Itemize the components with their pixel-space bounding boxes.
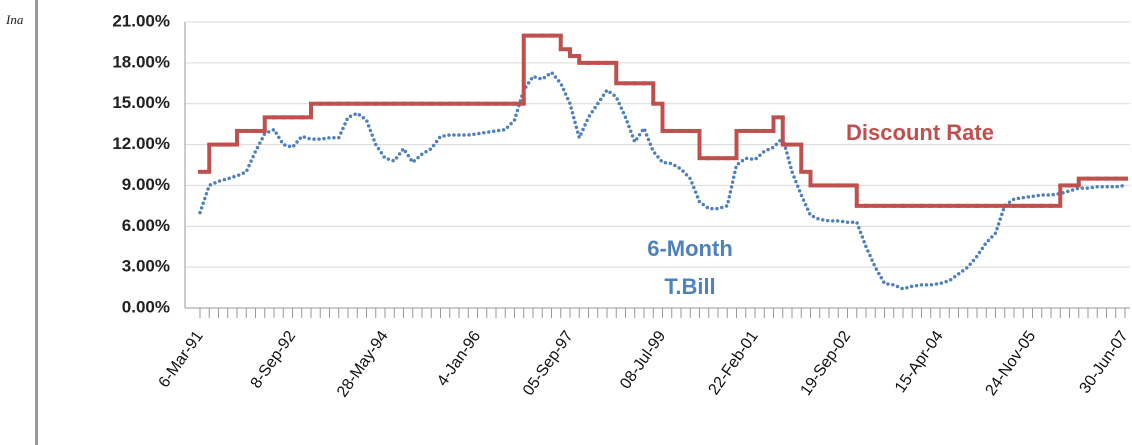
x-tick-label: 15-Apr-04 xyxy=(892,328,947,396)
x-tick-label: 28-May-94 xyxy=(334,328,392,400)
x-tick-label: 4-Jan-96 xyxy=(434,328,484,390)
x-tick-label: 24-Nov-05 xyxy=(982,328,1039,399)
x-tick-label: 05-Sep-97 xyxy=(520,328,577,399)
y-tick-label: 12.00% xyxy=(112,134,170,153)
y-tick-label: 6.00% xyxy=(122,216,170,235)
y-tick-label: 0.00% xyxy=(122,297,170,316)
caption: Ina xyxy=(6,12,24,27)
y-tick-label: 3.00% xyxy=(122,257,170,276)
y-tick-label: 21.00% xyxy=(112,11,170,30)
y-tick-label: 15.00% xyxy=(112,93,170,112)
y-tick-label: 9.00% xyxy=(122,175,170,194)
x-tick-label: 19-Sep-02 xyxy=(797,328,854,399)
series-line xyxy=(198,70,1127,291)
legend-discount: Discount Rate xyxy=(846,120,994,145)
y-tick-label: 18.00% xyxy=(112,52,170,71)
x-tick-label: 22-Feb-01 xyxy=(705,328,761,398)
legend-tbill: 6-Month T.Bill xyxy=(647,236,733,299)
x-tick-label: 6-Mar-91 xyxy=(156,328,207,391)
x-tick-label: 08-Jul-99 xyxy=(617,328,669,392)
x-tick-label: 8-Sep-92 xyxy=(248,328,300,392)
x-tick-label: 30-Jun-07 xyxy=(1076,328,1131,397)
frame-edge xyxy=(35,0,38,445)
